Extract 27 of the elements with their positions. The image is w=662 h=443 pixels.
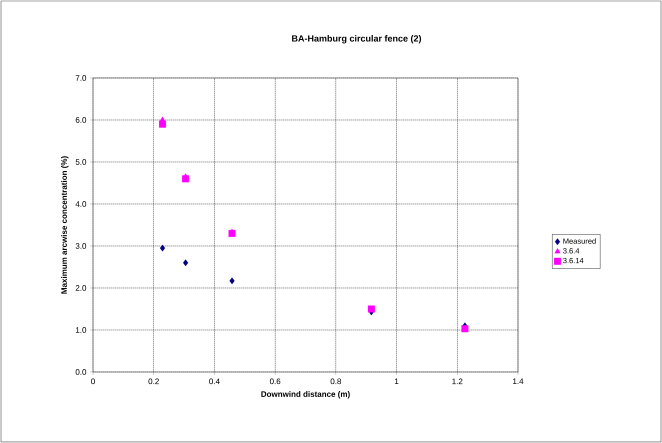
- x-tick-label: 0: [91, 378, 95, 384]
- point: [368, 305, 375, 312]
- point: [159, 120, 166, 128]
- y-tick-label: 5.0: [76, 159, 86, 165]
- x-axis-title: Downwind distance (m): [261, 391, 350, 399]
- x-tick-label: 0.8: [330, 378, 342, 384]
- x-tick-label: 1: [394, 378, 398, 384]
- point: [182, 259, 188, 266]
- y-tick-label: 1.0: [76, 327, 86, 333]
- x-tick-label: 0.6: [270, 378, 280, 384]
- point: [182, 175, 190, 182]
- point: [461, 325, 468, 332]
- y-tick-label: 6.0: [76, 117, 86, 123]
- y-tick-label: 4.0: [76, 201, 86, 207]
- x-tick-label: 0.2: [148, 378, 159, 384]
- x-tick-label: 1.2: [452, 378, 462, 384]
- y-tick-label: 2.0: [76, 285, 86, 291]
- point: [228, 230, 236, 237]
- x-tick-label: 0.4: [209, 378, 220, 384]
- point: [160, 244, 166, 252]
- y-tick-label: 7.0: [76, 75, 86, 81]
- y-axis-title: Maximum arcwise concentration (%): [61, 156, 68, 294]
- y-tick-label: 3.0: [76, 243, 86, 249]
- chart-title: BA-Hamburg circular fence (2): [292, 35, 422, 44]
- point: [229, 277, 235, 284]
- x-tick-label: 1.4: [513, 378, 524, 384]
- y-tick-label: 0.0: [76, 369, 86, 375]
